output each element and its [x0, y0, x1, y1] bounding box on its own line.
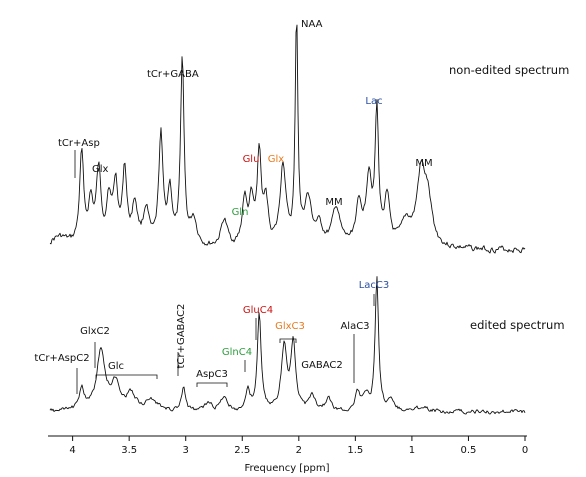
non-edited-label-glx: Glx: [268, 154, 285, 165]
x-tick-label: 0.5: [460, 445, 476, 456]
edited-label-aspc3: AspC3: [196, 369, 228, 380]
non-edited-label-glu: Glu: [243, 154, 260, 165]
annotation-labels: NAA tCr+GABA non-edited spectrum tCr+Asp Glx…: [34, 19, 569, 380]
non-edited-label-gln: Gln: [232, 207, 249, 218]
edited-label-gabac2: GABAC2: [301, 360, 342, 371]
edited-label-lacc3: LacC3: [359, 280, 390, 291]
edited-label-glnc4: GlnC4: [222, 347, 252, 358]
x-tick-label: 2.5: [234, 445, 250, 456]
annotation-bracket: [196, 382, 228, 387]
x-tick-label: 2: [296, 445, 302, 456]
x-tick-label: 4: [69, 445, 75, 456]
edited-label-glc: Glc: [108, 361, 124, 372]
edited-label-glxc2: GlxC2: [80, 326, 110, 337]
annotation-markers: [74, 150, 375, 394]
spectrum-line-edited: [49, 276, 526, 415]
non-edited-label-lac: Lac: [365, 96, 382, 107]
x-tick-label: 1.5: [347, 445, 363, 456]
non-edited-label-mm: MM: [415, 158, 432, 169]
x-axis: 4 3.5 3 2.5 2 1.5 1 0.5 0: [48, 435, 528, 456]
non-edited-label-glx: Glx: [92, 164, 109, 175]
annotation-bracket: [95, 374, 158, 379]
edited-label-edited-spectrum: edited spectrum: [470, 318, 565, 332]
x-tick-label: 1: [409, 445, 415, 456]
spectrum-line-non-edited: [49, 24, 526, 254]
non-edited-label-naa: NAA: [301, 19, 323, 30]
annotation-bracket: [279, 338, 297, 343]
x-axis-label: Frequency [ppm]: [244, 463, 329, 474]
edited-label-gluc4: GluC4: [243, 305, 273, 316]
non-edited-label-tcr-asp: tCr+Asp: [58, 138, 100, 149]
non-edited-label-tcr-gaba: tCr+GABA: [147, 69, 199, 80]
edited-label-tcr-aspc2: tCr+AspC2: [34, 353, 89, 364]
x-tick-label: 3.5: [121, 445, 137, 456]
x-tick-label: 0: [522, 445, 528, 456]
edited-label-glxc3: GlxC3: [275, 321, 305, 332]
x-tick-label: 3: [183, 445, 189, 456]
non-edited-label-non-edited-spectrum: non-edited spectrum: [449, 63, 569, 77]
non-edited-label-mm: MM: [325, 197, 342, 208]
spectra-layer: [49, 24, 526, 415]
edited-label-tcr-gabac2: tCr+GABAC2: [176, 304, 187, 369]
edited-label-alac3: AlaC3: [340, 321, 369, 332]
